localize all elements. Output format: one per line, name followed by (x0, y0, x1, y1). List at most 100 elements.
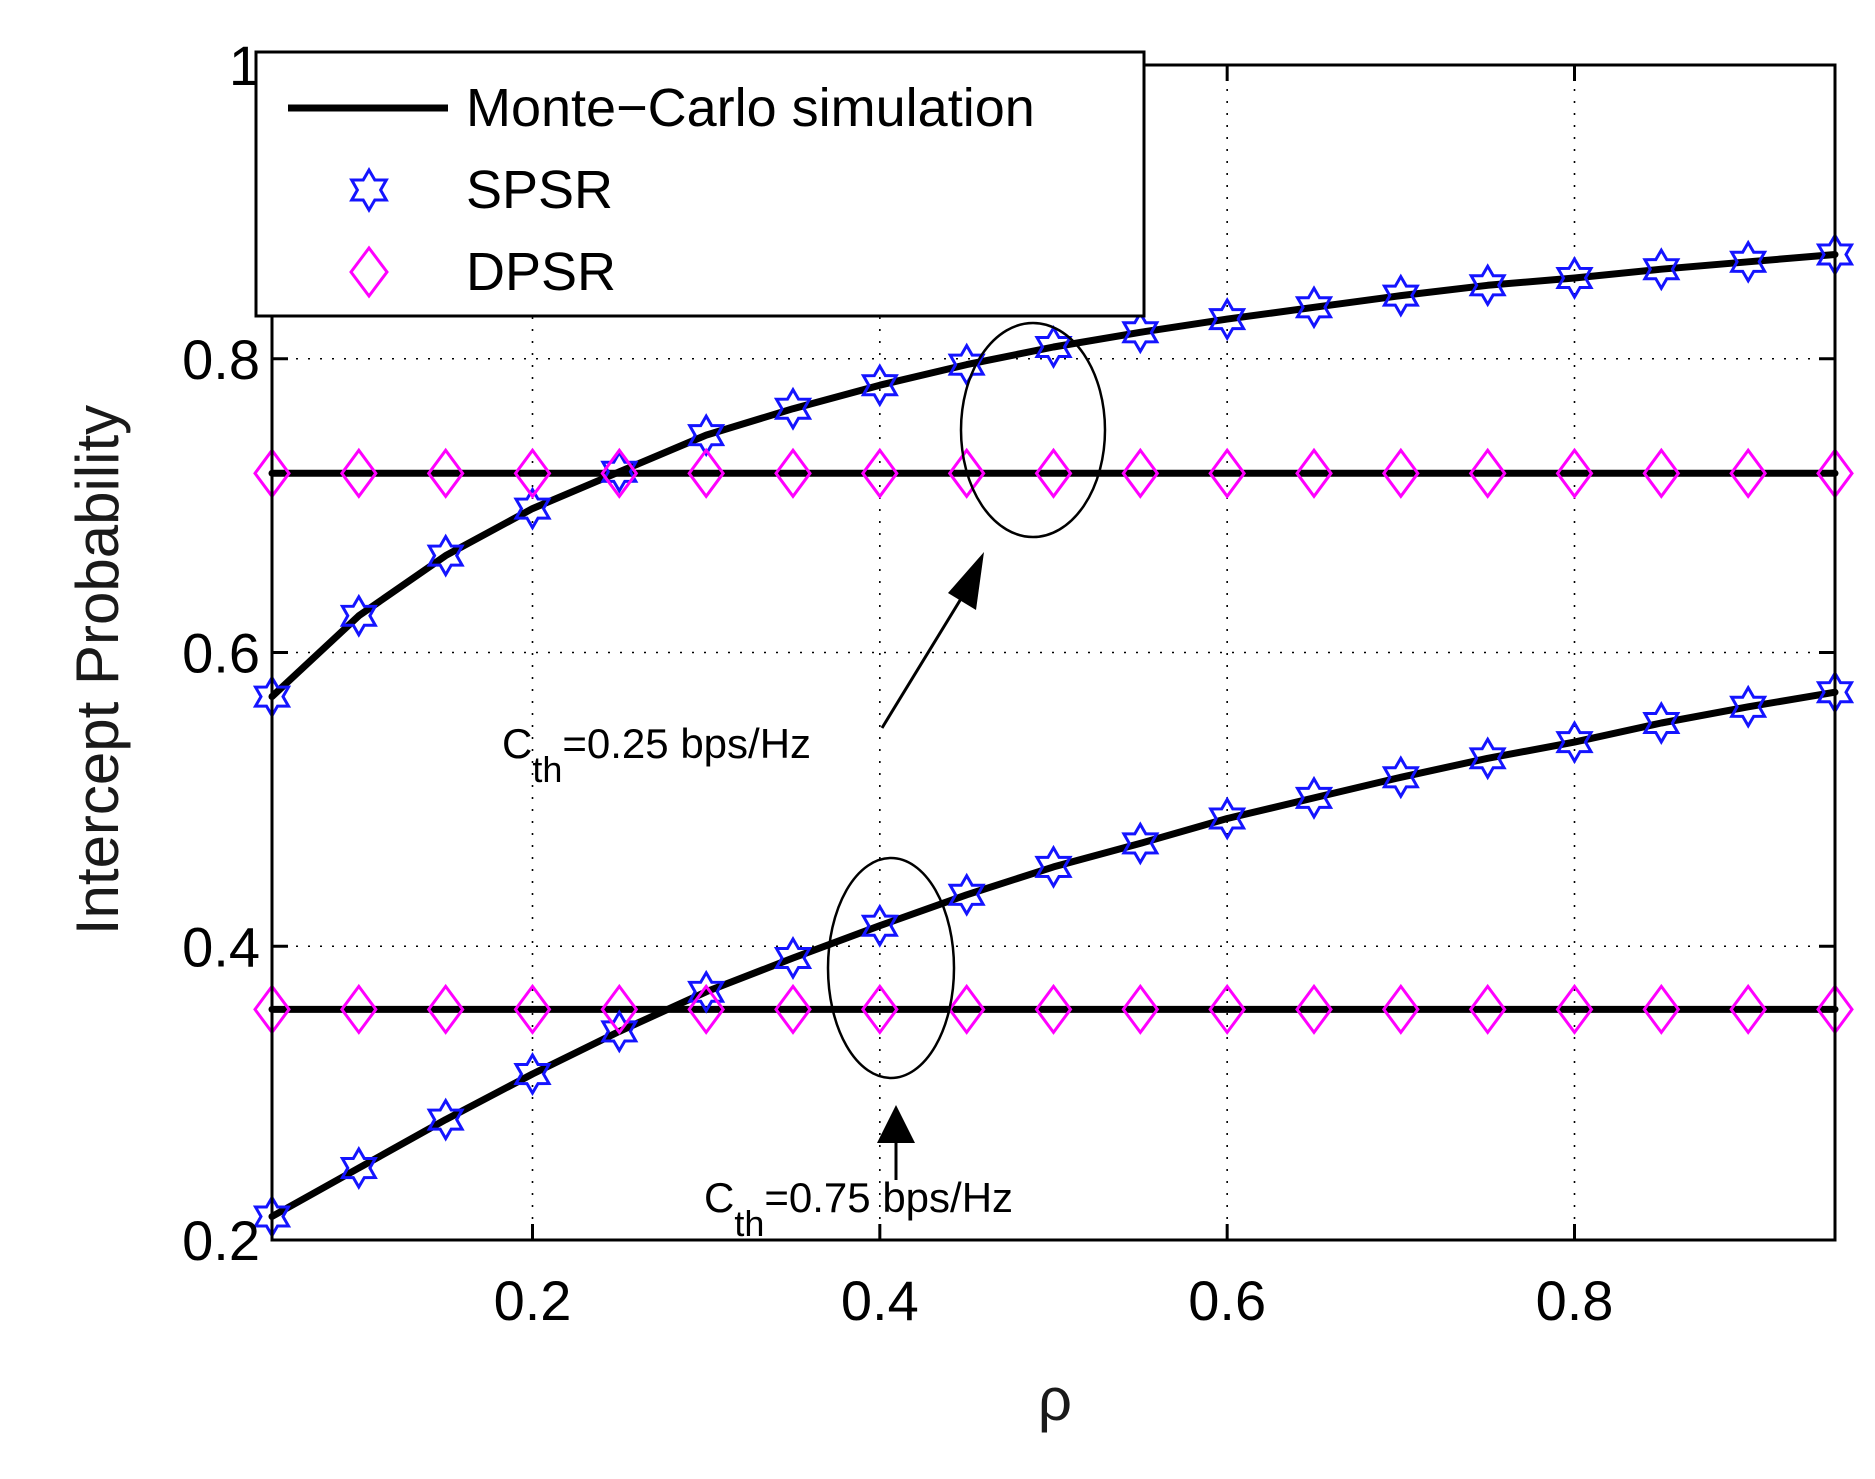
spsr-point (339, 593, 378, 638)
spsr-point (426, 1097, 465, 1142)
y-tick-label: 0.6 (182, 622, 260, 685)
dpsr-point (1381, 983, 1420, 1035)
annotation-value: =0.25 bps/Hz (562, 720, 811, 767)
spsr-point (1729, 239, 1768, 284)
spsr-point (1555, 256, 1594, 300)
x-axis-label: ρ (1038, 1366, 1072, 1433)
dpsr-point (774, 447, 812, 499)
dpsr-point (947, 983, 986, 1035)
spsr-point (1121, 310, 1160, 355)
dpsr-point (1208, 983, 1247, 1035)
dpsr-point (1121, 447, 1160, 499)
dpsr-point (1381, 447, 1420, 499)
x-tick-label: 0.8 (1536, 1269, 1614, 1332)
annotation-label-0.75: Cth=0.75 bps/Hz (704, 1174, 1013, 1244)
dpsr-point (1121, 983, 1160, 1035)
annotation-ellipse-0.25 (959, 321, 1107, 539)
spsr-point (1555, 720, 1594, 765)
y-tick-label: 0.8 (182, 328, 260, 391)
dpsr-point (860, 983, 899, 1035)
spsr-point (1642, 247, 1681, 292)
spsr-point (1729, 684, 1768, 729)
y-tick-label: 0.2 (182, 1209, 260, 1272)
dpsr-point (860, 447, 899, 499)
dpsr-point (1555, 447, 1594, 499)
spsr-point (773, 936, 813, 980)
spsr-point (1381, 273, 1420, 318)
series-layer (252, 232, 1855, 1239)
dpsr-point (513, 983, 552, 1035)
spsr-point (687, 969, 726, 1014)
legend-label-spsr: SPSR (466, 160, 613, 220)
grid-lines (272, 65, 1835, 1240)
spsr-point (773, 386, 813, 431)
spsr-point (339, 1146, 378, 1190)
spsr-point (860, 903, 899, 948)
y-tick-label: 0.4 (182, 915, 260, 978)
annotation-subscript: th (734, 1203, 764, 1244)
spsr-point (1034, 844, 1073, 889)
legend-box (254, 50, 1146, 318)
series-line-0 (268, 251, 1839, 701)
annotation-arrow-shaft-0.25 (880, 583, 972, 729)
dpsr-point (600, 983, 639, 1035)
spsr-point (1208, 796, 1247, 841)
annotation-value: =0.75 bps/Hz (764, 1174, 1013, 1221)
x-tick-label: 0.4 (841, 1269, 919, 1332)
dpsr-point (600, 447, 639, 499)
x-tick-label: 0.6 (1188, 1269, 1266, 1332)
spsr-point (1468, 263, 1507, 308)
dpsr-point (1034, 447, 1073, 499)
spsr-point (1294, 775, 1334, 820)
dpsr-point (426, 983, 465, 1035)
dpsr-point (687, 983, 726, 1035)
legend-diamond-marker (349, 245, 389, 299)
annotation-label-0.25: Cth=0.25 bps/Hz (502, 720, 811, 790)
series-line-2 (268, 688, 1839, 1220)
y-axis-label: Intercept Probability (64, 405, 131, 935)
legend-label-monte-carlo: Monte−Carlo simulation (466, 78, 1035, 138)
legend-star-swatch (349, 167, 389, 213)
dpsr-point (1642, 447, 1681, 499)
dpsr-point (1729, 447, 1768, 499)
annotation-c: C (502, 720, 532, 767)
dpsr-point (1295, 983, 1333, 1035)
spsr-point (1121, 821, 1160, 866)
annotations: Cth=0.25 bps/Hz Cth=0.75 bps/Hz (502, 321, 1107, 1244)
spsr-point (600, 1009, 639, 1054)
spsr-point (1208, 297, 1247, 342)
dpsr-point (774, 983, 812, 1035)
legend: Monte−Carlo simulation SPSR DPSR (254, 50, 1146, 318)
spsr-point (426, 533, 465, 578)
dpsr-point (1034, 983, 1073, 1035)
legend-label-dpsr: DPSR (466, 242, 616, 302)
dpsr-point (339, 447, 378, 499)
spsr-point (1642, 701, 1681, 745)
dpsr-point (1295, 447, 1333, 499)
spsr-point (1381, 755, 1420, 800)
dpsr-point (1468, 447, 1507, 499)
annotation-arrowhead-0.25 (948, 552, 984, 610)
dpsr-point (1208, 447, 1247, 499)
spsr-point (860, 363, 899, 408)
dpsr-point (1555, 983, 1594, 1035)
annotation-ellipse-0.75 (826, 856, 956, 1080)
annotation-subscript: th (532, 749, 562, 790)
legend-diamond-swatch (349, 245, 389, 299)
dpsr-point (513, 447, 552, 499)
dpsr-point (339, 983, 378, 1035)
annotation-c: C (704, 1174, 734, 1221)
dpsr-point (426, 447, 465, 499)
legend-star-marker (349, 167, 389, 213)
x-tick-label: 0.2 (494, 1269, 572, 1332)
annotation-arrowhead-0.75 (877, 1105, 915, 1143)
dpsr-point (1729, 983, 1768, 1035)
spsr-point (687, 413, 726, 458)
spsr-point (1468, 736, 1507, 781)
spsr-point (1294, 285, 1334, 330)
dpsr-point (1468, 983, 1507, 1035)
spsr-point (600, 449, 639, 494)
spsr-point (947, 872, 986, 917)
dpsr-point (687, 447, 726, 499)
